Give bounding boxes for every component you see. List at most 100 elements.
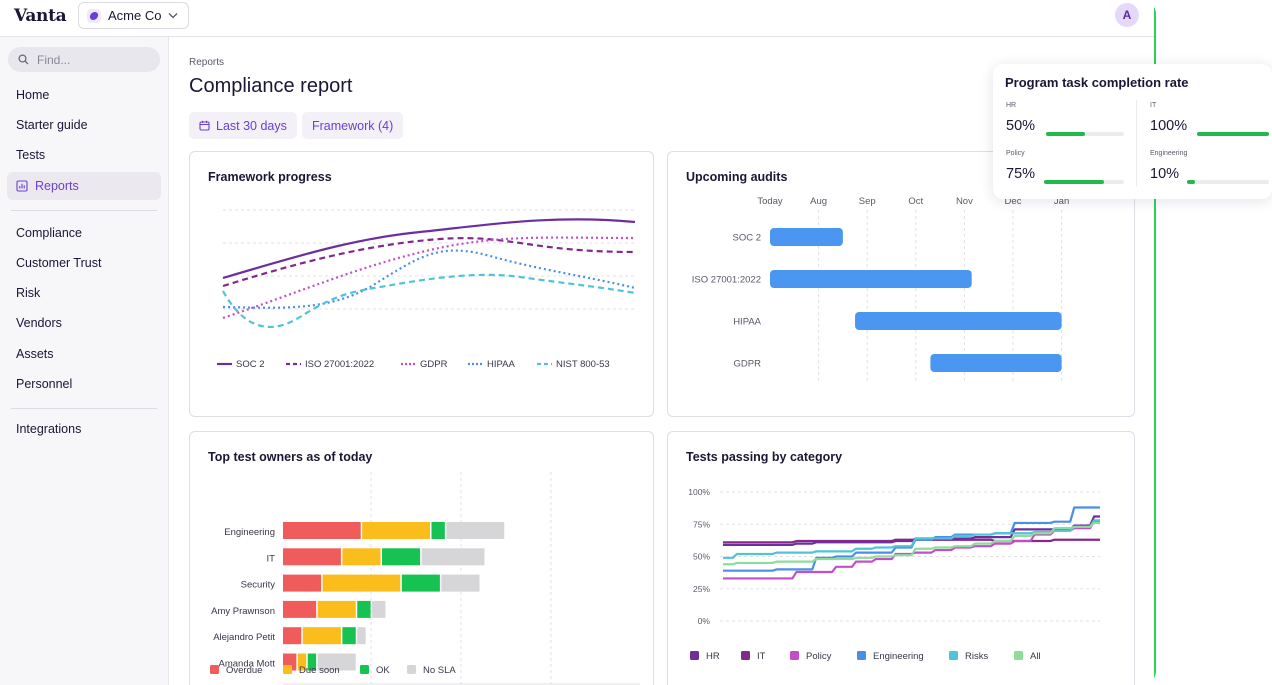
stacked-bar-segment [421, 548, 485, 566]
metric-value: 100% [1150, 118, 1188, 134]
tests-passing-chart: 100% 75% 50% 25% 0% HR IT Policy Engineering Risk… [688, 487, 1100, 662]
metric-value: 50% [1006, 118, 1036, 134]
metric-policy: Policy 75% [1006, 150, 1136, 194]
audit-bar [930, 354, 1062, 372]
upcoming-audits-chart: Today Aug Sep Oct Nov Dec Jan SOC 2 ISO 27001:20… [692, 196, 1069, 384]
stacked-bar-segment [357, 627, 366, 645]
sidebar-item-reports[interactable]: Reports [7, 172, 161, 200]
stacked-bar-segment [441, 574, 480, 592]
owner-label: Amy Prawnson [211, 606, 275, 617]
legend-label: No SLA [423, 665, 456, 676]
legend-swatch [210, 665, 219, 674]
audit-label: ISO 27001:2022 [692, 275, 761, 286]
legend-label: HIPAA [487, 359, 515, 370]
metric-progress-track [1187, 180, 1269, 184]
sidebar-item-starter-guide[interactable]: Starter guide [16, 118, 88, 132]
sidebar-item-home[interactable]: Home [16, 88, 50, 102]
framework-filter-button[interactable]: Framework (4) [302, 112, 404, 139]
series-line-soc-2 [222, 218, 636, 280]
stacked-bar-segment [342, 548, 381, 566]
sidebar: Find... Home Starter guide Tests Reports… [0, 37, 169, 685]
org-switcher[interactable]: Acme Co [78, 2, 190, 29]
legend-swatch [690, 651, 699, 660]
vanta-logo[interactable]: Vanta [14, 6, 67, 26]
metric-progress-track [1197, 132, 1269, 136]
org-name: Acme Co [108, 8, 162, 23]
date-filter-label: Last 30 days [216, 118, 287, 133]
sidebar-item-integrations[interactable]: Integrations [16, 422, 82, 436]
legend-label: NIST 800-53 [556, 359, 610, 370]
sidebar-item-reports-label: Reports [35, 179, 79, 193]
stacked-bar-segment [307, 653, 317, 671]
app-window: Vanta Acme Co A Find... Home Starter gui… [0, 0, 1156, 685]
stacked-bar-segment [382, 548, 421, 566]
axis-tick-label: Dec [1005, 196, 1022, 207]
legend-label: All [1030, 651, 1041, 662]
axis-tick-label: Sep [859, 196, 876, 207]
metric-label: HR [1006, 102, 1017, 109]
audit-bar [770, 228, 843, 246]
avatar[interactable]: A [1115, 3, 1139, 27]
owner-label: Amanda Mott [219, 659, 276, 670]
legend-label: Policy [806, 651, 832, 662]
axis-tick-label: Nov [956, 196, 973, 207]
metric-progress-fill [1187, 180, 1196, 184]
sidebar-item-customer-trust[interactable]: Customer Trust [16, 256, 102, 270]
legend-swatch [949, 651, 958, 660]
metric-label: IT [1150, 102, 1157, 109]
chevron-down-icon [169, 13, 178, 19]
stacked-bar-segment [283, 548, 341, 566]
top-test-owners-title: Top test owners as of today [208, 450, 373, 464]
axis-tick-label: Oct [908, 196, 923, 207]
owner-label: Engineering [224, 527, 275, 538]
series-line-iso-27001-2022 [222, 237, 636, 288]
stacked-bar-segment [372, 600, 386, 618]
metric-label: Policy [1006, 150, 1025, 157]
series-line-gdpr [222, 236, 636, 320]
legend-swatch [790, 651, 799, 660]
legend-label: SOC 2 [236, 359, 265, 370]
legend-label: Engineering [873, 651, 924, 662]
y-tick-label: 25% [693, 584, 710, 594]
stacked-bar-segment [297, 653, 307, 671]
tests-passing-card: Tests passing by category 100% 75% 50% 25% 0… [667, 431, 1135, 685]
search-input[interactable]: Find... [8, 47, 160, 72]
sidebar-item-tests[interactable]: Tests [16, 148, 46, 162]
date-filter-button[interactable]: Last 30 days [189, 112, 297, 139]
metric-progress-track [1046, 132, 1124, 136]
legend-label: ISO 27001:2022 [305, 359, 374, 370]
top-bar: Vanta Acme Co A [0, 0, 1154, 37]
metric-progress-track [1044, 180, 1124, 184]
audit-label: GDPR [734, 359, 762, 370]
reports-icon [16, 180, 28, 192]
legend-swatch [741, 651, 750, 660]
metric-hr: HR 50% [1006, 102, 1136, 146]
popup-title: Program task completion rate [1005, 75, 1189, 90]
breadcrumb[interactable]: Reports [189, 57, 225, 68]
series-line-risks [723, 519, 1100, 559]
tests-passing-title: Tests passing by category [686, 450, 843, 464]
legend-label: GDPR [420, 359, 448, 370]
legend-label: Risks [965, 651, 988, 662]
search-placeholder: Find... [37, 52, 71, 67]
sidebar-item-assets[interactable]: Assets [16, 347, 54, 361]
legend-swatch [283, 665, 292, 674]
stacked-bar-segment [283, 627, 302, 645]
calendar-icon [199, 120, 210, 131]
sidebar-item-personnel[interactable]: Personnel [16, 377, 73, 391]
org-icon [87, 8, 101, 23]
program-task-completion-popup: Program task completion rate HR 50% IT 1… [993, 64, 1272, 199]
sidebar-item-vendors[interactable]: Vendors [16, 316, 62, 330]
audit-label: SOC 2 [732, 233, 761, 244]
sidebar-item-compliance[interactable]: Compliance [16, 226, 83, 240]
axis-tick-label: Aug [810, 196, 827, 207]
series-line-nist-800-53 [222, 273, 636, 328]
axis-tick-label: Today [757, 196, 783, 207]
series-line-all [723, 521, 1100, 566]
legend-label: Due soon [299, 665, 340, 676]
stacked-bar-segment [446, 522, 505, 539]
metric-label: Engineering [1150, 150, 1188, 157]
sidebar-item-risk[interactable]: Risk [16, 286, 41, 300]
metric-progress-fill [1046, 132, 1085, 136]
metric-value: 75% [1006, 166, 1036, 182]
